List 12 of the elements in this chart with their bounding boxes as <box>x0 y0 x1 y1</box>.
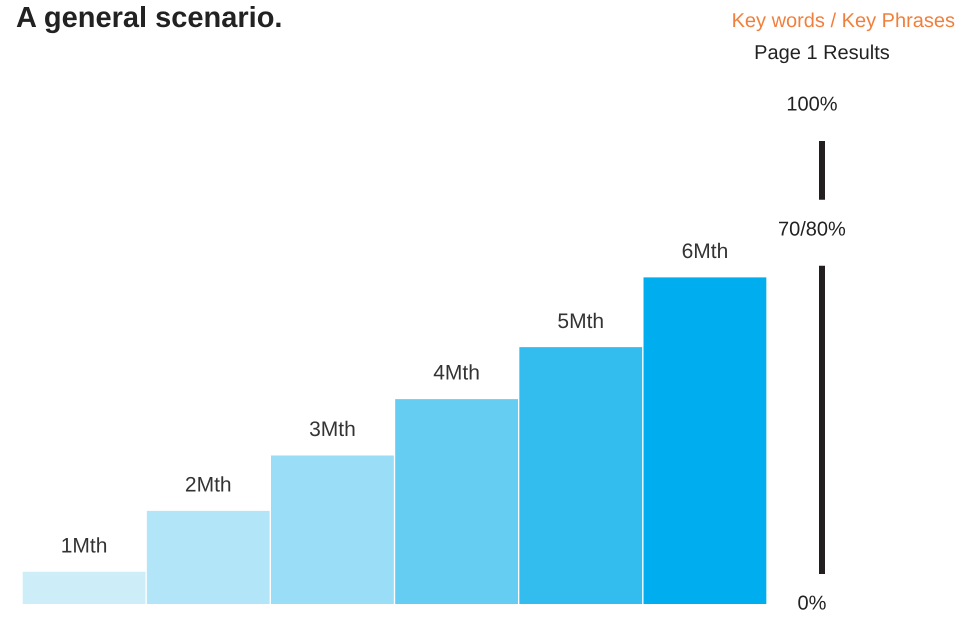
x-tick-label: 1Mth <box>60 534 108 558</box>
y-tick-label: 0% <box>797 592 827 615</box>
text: Key words / Key Phrases <box>732 10 955 33</box>
y-axis-title: Page 1 Results <box>753 42 891 65</box>
y-tick-label: 70/80% <box>778 218 846 240</box>
x-tick-label: 4Mth <box>433 362 480 385</box>
chart-title: A general scenario. <box>16 2 282 35</box>
x-tick-label: 2Mth <box>184 473 232 496</box>
y-tick-label: 100% <box>786 94 838 116</box>
x-tick-label: 3Mth <box>309 418 356 442</box>
x-tick-label: 5Mth <box>557 310 604 333</box>
x-tick-label: 6Mth <box>682 240 728 263</box>
